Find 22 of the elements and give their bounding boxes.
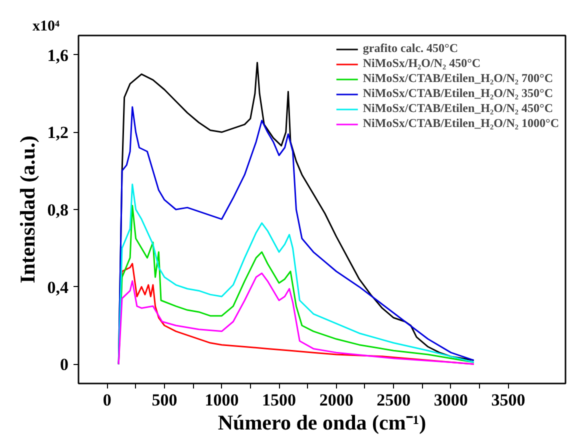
y-axis-title: Intensidad (a.u.) <box>15 136 40 284</box>
y-tick-label: 0,8 <box>47 200 68 220</box>
y-tick-label: 0 <box>60 355 68 374</box>
y-tick-label: 0,4 <box>47 278 69 297</box>
x-tick-label: 0 <box>102 390 112 410</box>
x-tick-label: 3000 <box>434 390 468 410</box>
text: x10⁴ <box>32 18 60 34</box>
x-tick-label: 2000 <box>319 390 354 410</box>
legend-label: grafito calc. 450°C <box>362 41 458 56</box>
x-tick-label: 1000 <box>204 390 239 410</box>
legend-label: NiMoSx/CTAB/Etilen_H₂O/N₂ 350°C <box>362 86 553 101</box>
x-tick-label: 500 <box>152 390 178 410</box>
legend-label: NiMoSx/CTAB/Etilen_H₂O/N₂ 450°C <box>362 101 553 116</box>
legend-label: NiMoSx/CTAB/Etilen_H₂O/N₂ 1000°C <box>362 116 559 131</box>
x-tick-label: 1500 <box>262 390 296 410</box>
x-tick-label: 2500 <box>376 390 411 410</box>
legend-label: NiMoSx/CTAB/Etilen_H₂O/N₂ 700°C <box>362 71 553 86</box>
x-tick-label: 3500 <box>491 390 526 410</box>
x-axis-title: Número de onda (cm⁻¹) <box>218 410 426 434</box>
legend-label: NiMoSx/H₂O/N₂ 450°C <box>362 56 481 71</box>
y-tick-label: 1,6 <box>47 46 68 65</box>
y-tick-label: 1,2 <box>47 123 68 142</box>
